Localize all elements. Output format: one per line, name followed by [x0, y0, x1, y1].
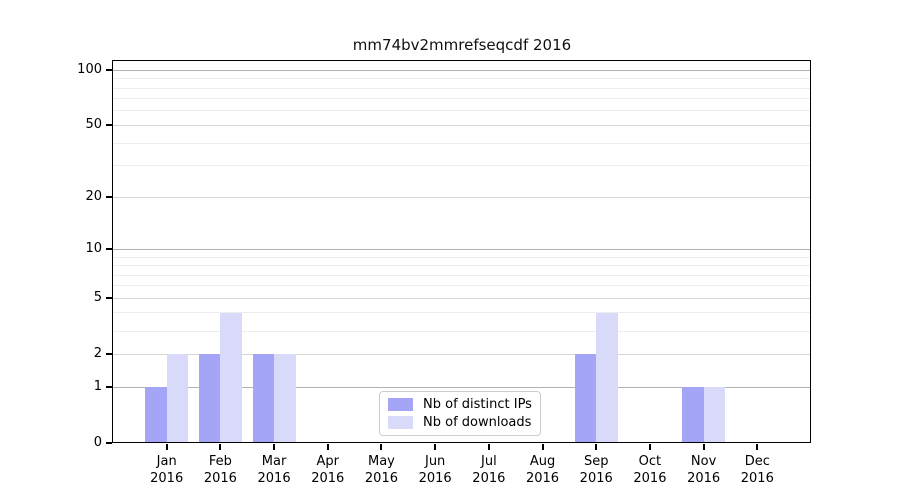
y-axis-tick — [106, 69, 112, 72]
x-axis-tick — [434, 444, 437, 450]
minor-gridline — [113, 78, 811, 80]
y-axis-tick — [106, 442, 112, 444]
x-axis-tick — [487, 444, 490, 450]
bar-nb-of-downloads-feb-2016 — [220, 312, 242, 443]
x-axis-tick-label: Nov 2016 — [687, 454, 721, 486]
x-axis-tick-label: Jun 2016 — [418, 454, 452, 486]
bar-nb-of-distinct-ips-jan-2016 — [145, 387, 167, 443]
x-axis-tick-label: Sep 2016 — [579, 454, 613, 486]
x-axis-tick-label: Dec 2016 — [740, 454, 774, 486]
major-gridline — [113, 297, 811, 299]
bar-nb-of-distinct-ips-nov-2016 — [682, 387, 704, 443]
x-axis-tick-label: Jul 2016 — [472, 454, 506, 486]
legend-label-downloads: Nb of downloads — [423, 415, 532, 430]
y-axis-tick — [106, 297, 112, 300]
bar-nb-of-downloads-mar-2016 — [274, 354, 296, 443]
bar-nb-of-downloads-sep-2016 — [596, 312, 618, 443]
x-axis-tick-label: May 2016 — [364, 454, 398, 486]
legend-entry-downloads: Nb of downloads — [388, 415, 532, 430]
legend: Nb of distinct IPs Nb of downloads — [379, 391, 541, 436]
x-axis-tick-label: Feb 2016 — [203, 454, 237, 486]
minor-gridline — [113, 274, 811, 276]
minor-gridline — [113, 165, 811, 167]
x-axis-tick-label: Apr 2016 — [311, 454, 345, 486]
minor-gridline — [113, 110, 811, 112]
x-axis-tick — [756, 444, 759, 450]
y-axis-tick-label: 1 — [93, 379, 102, 394]
minor-gridline — [113, 98, 811, 100]
bar-nb-of-downloads-nov-2016 — [703, 387, 726, 443]
legend-swatch-downloads — [388, 416, 413, 429]
x-axis-tick-label: Mar 2016 — [257, 454, 291, 486]
major-gridline — [113, 124, 811, 126]
minor-gridline — [113, 330, 811, 332]
bar-nb-of-distinct-ips-feb-2016 — [198, 354, 221, 443]
y-axis-tick — [106, 124, 112, 127]
x-axis-tick — [273, 444, 276, 450]
minor-gridline — [113, 265, 811, 266]
x-axis-tick — [648, 444, 651, 450]
major-gridline — [113, 69, 811, 71]
x-axis-tick — [702, 444, 705, 450]
minor-gridline — [113, 312, 811, 314]
legend-label-distinct-ips: Nb of distinct IPs — [423, 397, 532, 412]
x-axis-tick — [165, 444, 168, 450]
major-gridline — [113, 248, 811, 250]
y-axis-tick — [106, 353, 112, 356]
x-axis-tick-label: Oct 2016 — [633, 454, 667, 486]
x-axis-tick-label: Jan 2016 — [150, 454, 184, 486]
x-axis-tick — [219, 444, 222, 450]
minor-gridline — [113, 256, 811, 258]
major-gridline — [113, 386, 811, 388]
legend-entry-distinct-ips: Nb of distinct IPs — [388, 397, 532, 412]
y-axis-tick — [106, 248, 112, 251]
minor-gridline — [113, 87, 811, 89]
y-axis-tick-label: 10 — [85, 241, 102, 257]
major-gridline — [113, 196, 811, 198]
y-axis-tick-label: 0 — [93, 435, 102, 450]
chart-title: mm74bv2mmrefseqcdf 2016 — [352, 36, 572, 54]
x-axis-tick-label: Aug 2016 — [525, 454, 560, 486]
y-axis-tick-label: 5 — [93, 290, 102, 306]
y-axis-tick-label: 20 — [85, 189, 102, 205]
y-axis-tick-label: 100 — [77, 62, 102, 78]
y-axis-tick — [106, 386, 112, 388]
bar-nb-of-downloads-jan-2016 — [166, 354, 189, 443]
y-axis-tick-label: 2 — [93, 346, 102, 362]
legend-swatch-distinct-ips — [388, 398, 413, 411]
x-axis-tick — [595, 444, 598, 450]
y-axis-tick — [106, 196, 112, 199]
bar-nb-of-distinct-ips-sep-2016 — [574, 354, 597, 443]
x-axis-tick — [541, 444, 544, 450]
y-axis-tick-label: 50 — [85, 117, 102, 133]
x-axis-tick — [380, 444, 383, 450]
minor-gridline — [113, 285, 811, 287]
x-axis-tick — [326, 444, 329, 450]
major-gridline — [113, 353, 811, 355]
bar-nb-of-distinct-ips-mar-2016 — [252, 354, 275, 443]
minor-gridline — [113, 142, 811, 144]
